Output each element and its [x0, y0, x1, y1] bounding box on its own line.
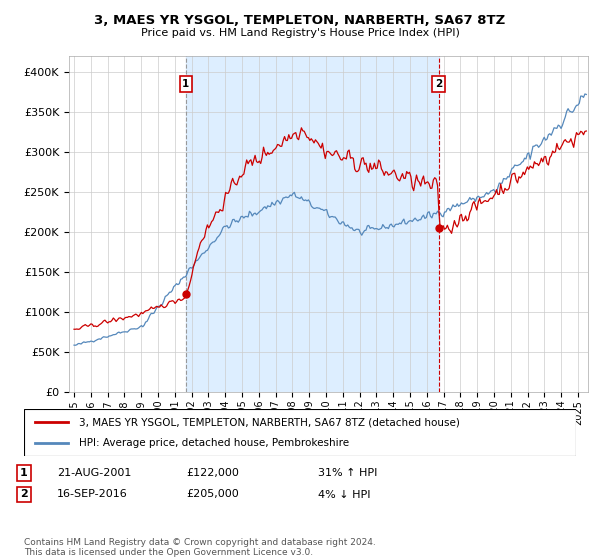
Text: Contains HM Land Registry data © Crown copyright and database right 2024.
This d: Contains HM Land Registry data © Crown c…	[24, 538, 376, 557]
Text: 4% ↓ HPI: 4% ↓ HPI	[318, 489, 371, 500]
Text: 1: 1	[20, 468, 28, 478]
Text: £205,000: £205,000	[186, 489, 239, 500]
Text: 21-AUG-2001: 21-AUG-2001	[57, 468, 131, 478]
Text: 3, MAES YR YSGOL, TEMPLETON, NARBERTH, SA67 8TZ: 3, MAES YR YSGOL, TEMPLETON, NARBERTH, S…	[94, 14, 506, 27]
Bar	[186, 56, 439, 392]
Text: 1: 1	[182, 79, 190, 89]
Text: 31% ↑ HPI: 31% ↑ HPI	[318, 468, 377, 478]
FancyBboxPatch shape	[24, 409, 576, 456]
Text: 16-SEP-2016: 16-SEP-2016	[57, 489, 128, 500]
Text: Price paid vs. HM Land Registry's House Price Index (HPI): Price paid vs. HM Land Registry's House …	[140, 28, 460, 38]
Text: 3, MAES YR YSGOL, TEMPLETON, NARBERTH, SA67 8TZ (detached house): 3, MAES YR YSGOL, TEMPLETON, NARBERTH, S…	[79, 417, 460, 427]
Text: 2: 2	[435, 79, 442, 89]
Text: HPI: Average price, detached house, Pembrokeshire: HPI: Average price, detached house, Pemb…	[79, 438, 349, 448]
Text: 2: 2	[20, 489, 28, 500]
Text: £122,000: £122,000	[186, 468, 239, 478]
